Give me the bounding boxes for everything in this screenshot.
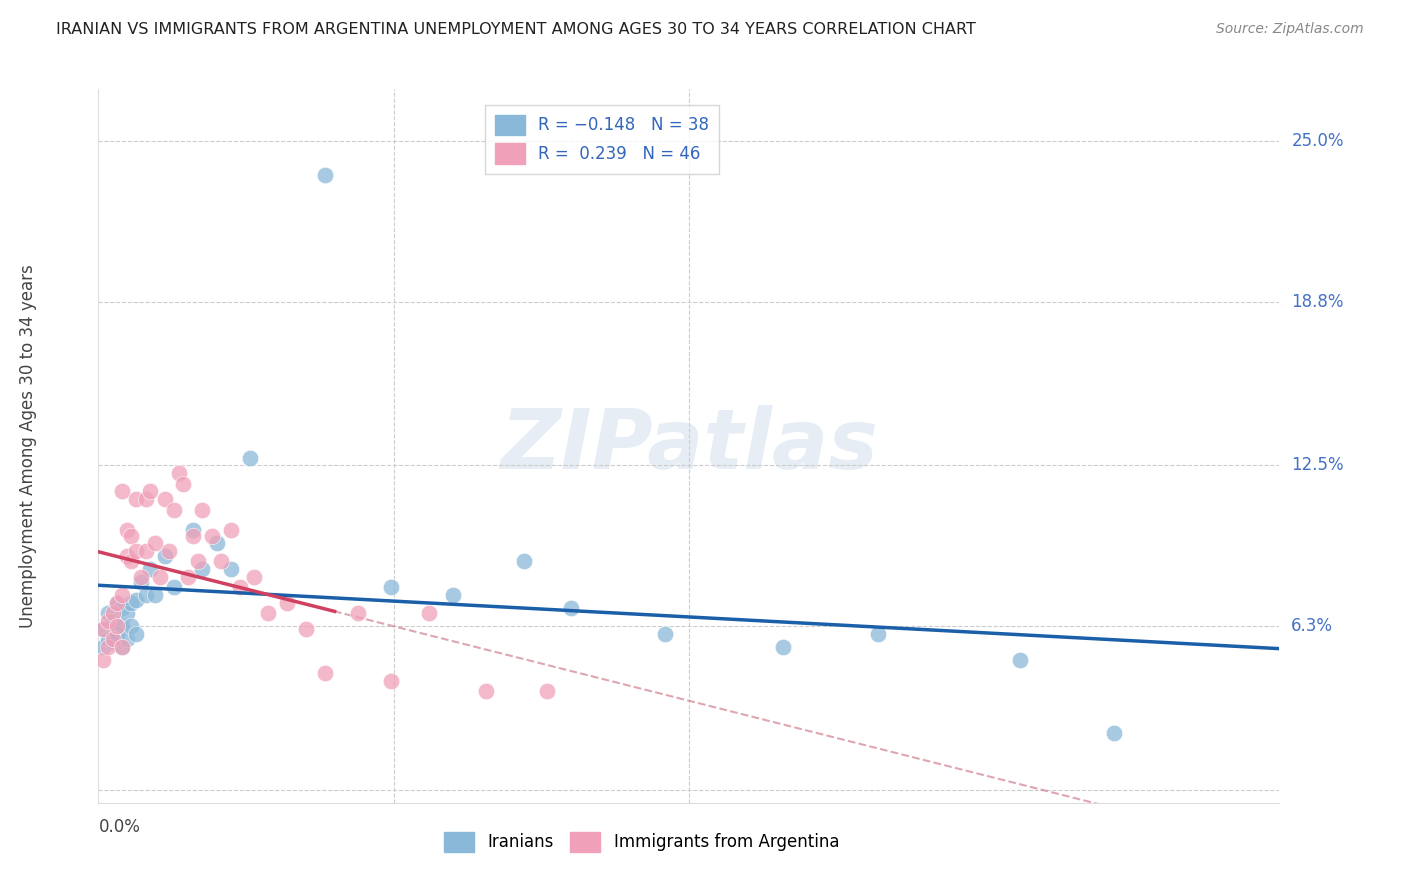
Point [115,524,138,538]
Point [125,593,148,607]
Text: 18.8%: 18.8% [1291,293,1344,311]
Point [243,570,266,584]
Point [111,601,134,615]
Point [257,607,280,621]
Point [121,528,143,542]
Point [139,562,162,576]
Point [121,554,143,568]
Point [91,622,114,636]
Point [209,554,232,568]
Point [163,581,186,595]
Point [101,607,124,621]
Point [181,528,204,542]
Point [101,635,124,649]
Point [111,640,134,654]
Point [536,684,558,698]
Point [91,640,114,654]
Point [1102,725,1125,739]
Point [163,502,186,516]
Point [97,614,120,628]
Point [121,619,143,633]
Point [143,536,166,550]
Text: 6.3%: 6.3% [1291,617,1333,635]
Point [205,536,228,550]
Point [172,476,194,491]
Point [111,640,134,654]
Point [125,544,148,558]
Point [654,627,676,641]
Point [135,544,157,558]
Point [314,666,336,681]
Point [295,622,318,636]
Point [475,684,498,698]
Point [149,570,172,584]
Point [187,554,209,568]
Point [135,588,157,602]
Point [201,528,224,542]
Point [125,627,148,641]
Text: Unemployment Among Ages 30 to 34 years: Unemployment Among Ages 30 to 34 years [18,264,37,628]
Point [143,588,166,602]
Point [177,570,200,584]
Point [167,467,190,481]
Point [91,653,114,667]
Point [105,596,128,610]
Point [115,549,138,564]
Point [111,619,134,633]
Point [135,492,157,507]
Point [153,549,176,564]
Point [101,614,124,628]
Text: ZIPatlas: ZIPatlas [501,406,877,486]
Point [560,601,582,615]
Point [115,632,138,647]
Point [512,554,534,568]
Point [276,596,298,610]
Point [129,575,152,590]
Point [111,484,134,499]
Point [91,622,114,636]
Point [191,562,214,576]
Point [105,627,128,641]
Point [229,581,252,595]
Point [380,673,402,688]
Point [347,607,370,621]
Point [121,596,143,610]
Point [105,619,128,633]
Text: 0.0%: 0.0% [98,819,141,837]
Point [105,596,128,610]
Text: Source: ZipAtlas.com: Source: ZipAtlas.com [1216,22,1364,37]
Point [1008,653,1031,667]
Point [314,168,336,182]
Point [772,640,794,654]
Point [219,524,242,538]
Point [97,607,120,621]
Legend: R = −0.148   N = 38, R =  0.239   N = 46: R = −0.148 N = 38, R = 0.239 N = 46 [485,104,718,174]
Text: IRANIAN VS IMMIGRANTS FROM ARGENTINA UNEMPLOYMENT AMONG AGES 30 TO 34 YEARS CORR: IRANIAN VS IMMIGRANTS FROM ARGENTINA UNE… [56,22,976,37]
Point [239,450,262,465]
Point [139,484,162,499]
Point [866,627,889,641]
Point [181,524,204,538]
Point [97,632,120,647]
Point [101,632,124,647]
Point [125,492,148,507]
Point [153,492,176,507]
Point [380,581,402,595]
Text: 25.0%: 25.0% [1291,132,1344,150]
Point [191,502,214,516]
Point [418,607,440,621]
Point [441,588,464,602]
Text: 12.5%: 12.5% [1291,457,1344,475]
Point [111,588,134,602]
Point [115,607,138,621]
Point [157,544,180,558]
Point [129,570,152,584]
Point [219,562,242,576]
Point [97,640,120,654]
